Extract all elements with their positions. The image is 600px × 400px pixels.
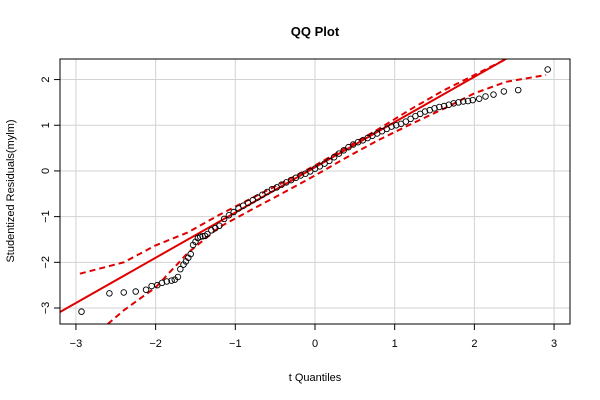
data-point: [230, 208, 237, 216]
data-point: [464, 97, 472, 105]
data-point: [306, 168, 314, 175]
data-point: [168, 277, 175, 284]
data-point: [244, 199, 252, 207]
data-point: [225, 212, 233, 219]
data-point: [326, 157, 333, 165]
data-point: [402, 118, 410, 125]
data-point: [459, 98, 467, 105]
data-point: [235, 205, 242, 212]
x-tick-label: 2: [471, 338, 477, 350]
y-axis: −3 −2 −1 0 1 2: [40, 76, 60, 314]
x-tick-label: −2: [149, 338, 162, 350]
data-point: [469, 96, 477, 104]
data-point: [445, 101, 453, 108]
data-point: [321, 160, 328, 167]
data-point: [388, 123, 395, 130]
y-tick-label: 0: [40, 168, 52, 174]
data-point: [393, 121, 400, 129]
y-tick-label: −3: [40, 302, 52, 315]
data-point: [249, 196, 257, 204]
envelope-upper: [79, 59, 507, 275]
data-point: [163, 278, 171, 285]
data-point: [254, 194, 261, 201]
data-point: [204, 230, 211, 238]
data-point: [514, 86, 522, 94]
data-point: [335, 150, 343, 157]
data-point: [407, 115, 414, 123]
data-point: [500, 88, 508, 95]
envelope-lower: [107, 74, 547, 324]
data-point: [148, 282, 155, 290]
data-point: [132, 288, 139, 295]
data-point: [490, 91, 497, 98]
data-point: [187, 250, 194, 258]
data-point: [431, 105, 438, 112]
data-point: [263, 188, 271, 196]
data-point: [436, 103, 443, 111]
data-point: [196, 233, 204, 240]
y-tick-label: 2: [40, 76, 52, 82]
data-point: [273, 184, 281, 191]
reference-line-group: [60, 59, 508, 313]
reference-line: [60, 59, 508, 313]
x-tick-label: −3: [70, 338, 83, 350]
x-tick-label: −1: [229, 338, 242, 350]
data-point: [455, 99, 462, 106]
data-point: [158, 279, 166, 287]
data-point: [142, 286, 150, 293]
y-tick-label: −2: [40, 256, 52, 269]
data-point: [316, 163, 324, 170]
y-axis-label: Studentized Residuals(mylm): [5, 119, 17, 262]
data-point: [330, 153, 338, 161]
data-point: [440, 102, 448, 110]
y-tick-label: −1: [40, 210, 52, 223]
data-point: [259, 191, 266, 198]
data-point: [340, 147, 347, 154]
data-point: [177, 265, 184, 273]
data-point: [421, 108, 429, 115]
y-tick-label: 1: [40, 122, 52, 128]
x-axis-label: t Quantiles: [289, 372, 342, 384]
data-point: [450, 100, 457, 107]
data-point: [345, 143, 352, 151]
x-tick-label: 1: [392, 338, 398, 350]
data-point: [216, 222, 223, 230]
data-point: [174, 273, 182, 281]
residual-points: [78, 66, 551, 315]
x-tick-label: 0: [312, 338, 318, 350]
data-point: [544, 66, 551, 73]
data-point: [220, 215, 228, 223]
x-axis: −3 −2 −1 0 1 2 3: [70, 324, 557, 350]
data-point: [482, 93, 489, 100]
data-point: [78, 308, 85, 315]
data-point: [240, 202, 247, 209]
chart-title: QQ Plot: [291, 24, 340, 39]
data-point: [120, 289, 127, 296]
grid-lines: [60, 59, 570, 324]
x-tick-label: 3: [551, 338, 557, 350]
data-point: [475, 95, 483, 102]
data-point: [106, 290, 113, 297]
